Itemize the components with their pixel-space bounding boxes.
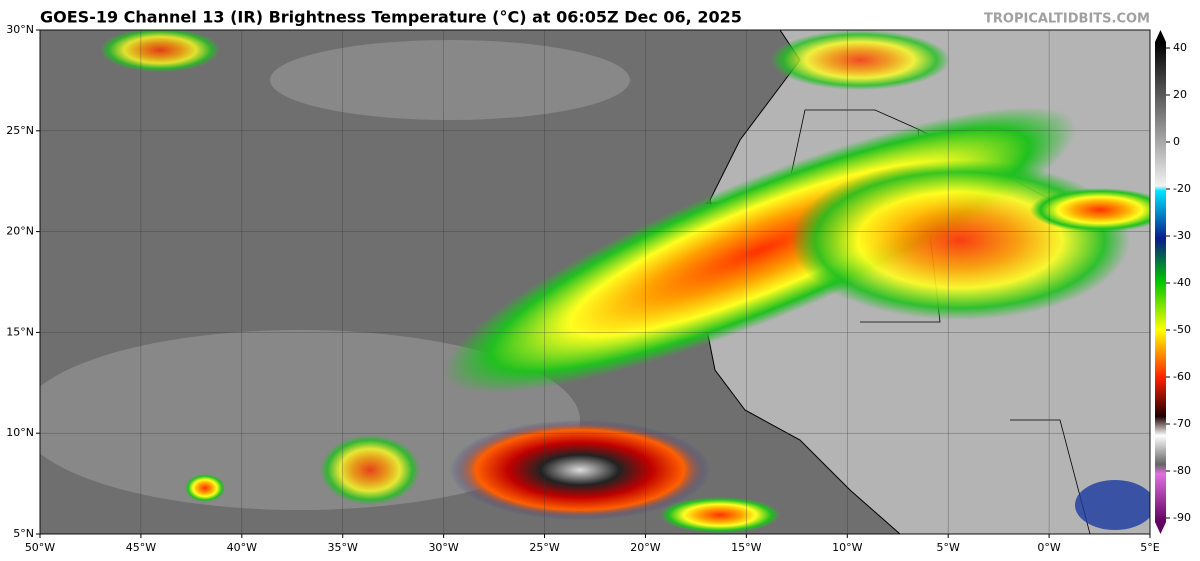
lat-tick-label: 5°N: [13, 527, 34, 540]
satellite-image: [40, 30, 1150, 534]
lon-tick-label: 15°W: [731, 541, 761, 554]
lon-tick-label: 35°W: [328, 541, 358, 554]
lon-tick-label: 0°W: [1037, 541, 1060, 554]
lon-tick-label: 30°W: [428, 541, 458, 554]
lat-tick-label: 15°N: [6, 325, 34, 338]
colorbar-tick-label: -90: [1173, 511, 1191, 524]
colorbar-tick-label: 40: [1173, 41, 1187, 54]
lon-tick-label: 25°W: [529, 541, 559, 554]
colorbar-tick-label: -70: [1173, 417, 1191, 430]
lat-tick-label: 10°N: [6, 426, 34, 439]
colorbar-tick-label: -20: [1173, 182, 1191, 195]
lon-tick-label: 45°W: [126, 541, 156, 554]
title: GOES-19 Channel 13 (IR) Brightness Tempe…: [40, 8, 742, 27]
colorbar-tick-label: 20: [1173, 88, 1187, 101]
colorbar-tick-label: 0: [1173, 135, 1180, 148]
lat-tick-label: 25°N: [6, 124, 34, 137]
colorbar-tick-label: -30: [1173, 229, 1191, 242]
watermark: TROPICALTIDBITS.COM: [984, 12, 1150, 27]
lon-tick-label: 10°W: [832, 541, 862, 554]
lon-tick-label: 50°W: [25, 541, 55, 554]
lon-tick-label: 20°W: [630, 541, 660, 554]
colorbar-tick-label: -60: [1173, 370, 1191, 383]
lat-tick-label: 30°N: [6, 23, 34, 36]
colorbar: [1155, 42, 1166, 522]
colorbar-extend-top: [1155, 30, 1166, 42]
lat-tick-label: 20°N: [6, 225, 34, 238]
colorbar-tick-label: -40: [1173, 276, 1191, 289]
colorbar-tick-label: -80: [1173, 464, 1191, 477]
colorbar-tick-label: -50: [1173, 323, 1191, 336]
lon-tick-label: 5°E: [1140, 541, 1159, 554]
lon-tick-label: 40°W: [227, 541, 257, 554]
lon-tick-label: 5°W: [936, 541, 959, 554]
colorbar-extend-bottom: [1155, 522, 1166, 534]
